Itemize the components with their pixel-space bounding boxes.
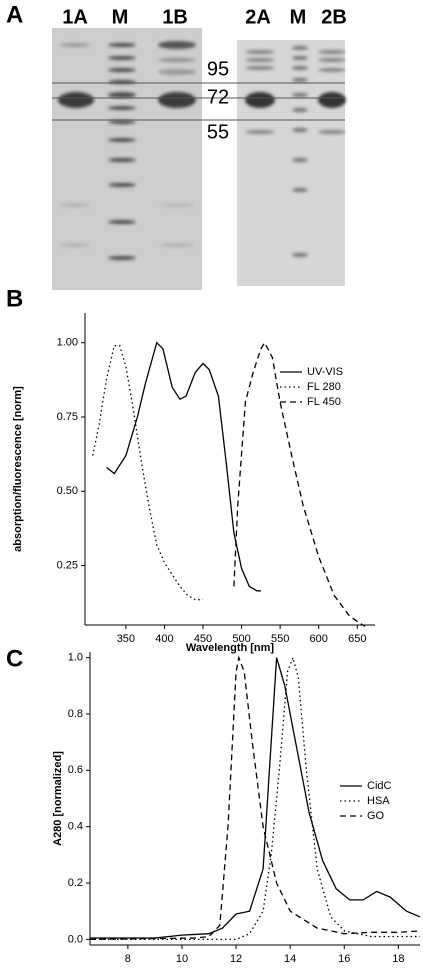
panel-letter: A [6, 1, 23, 28]
gel-band [292, 128, 308, 132]
gel-band [318, 68, 346, 72]
gel-band [60, 243, 90, 247]
gel-band [292, 108, 308, 112]
lane-label: M [112, 6, 129, 28]
y-tick-label: 0.50 [57, 485, 78, 497]
x-tick-label: 12 [230, 953, 242, 965]
y-tick-label: 0.2 [68, 877, 83, 889]
gel-band [292, 46, 308, 50]
x-tick-label: 18 [392, 953, 404, 965]
y-tick-label: 1.0 [68, 652, 83, 664]
gel-band [108, 158, 136, 162]
gel-band [108, 92, 136, 98]
data-line [89, 655, 421, 941]
data-line [92, 345, 203, 601]
gel-band [292, 78, 308, 82]
gel-band [158, 92, 196, 108]
gel-band [318, 92, 346, 108]
y-tick-label: 0.6 [68, 764, 83, 776]
x-tick-label: 500 [232, 633, 250, 645]
gel-band [108, 56, 136, 60]
gel-band [108, 256, 136, 260]
lane-label: 2A [245, 6, 271, 28]
gel-band [60, 203, 90, 207]
legend-label: CidC [367, 780, 392, 792]
x-axis-label: Wavelength [nm] [186, 642, 275, 654]
lane-label: 2B [321, 6, 347, 28]
x-tick-label: 600 [310, 633, 328, 645]
y-axis-label: A280 [normalized] [52, 751, 64, 846]
gel-band [292, 253, 308, 257]
gel-band [108, 183, 136, 187]
marker-label: 95 [207, 58, 229, 80]
lane-label: 1B [162, 6, 188, 28]
gel-band [318, 58, 346, 62]
x-tick-label: 450 [194, 633, 212, 645]
legend-label: UV-VIS [307, 366, 343, 378]
gel-band [160, 243, 194, 247]
gel-band [108, 138, 136, 142]
gel-band [292, 93, 308, 97]
y-tick-label: 0.0 [68, 933, 83, 945]
gel-band [158, 69, 196, 75]
y-tick-label: 0.4 [68, 821, 83, 833]
gel-band [292, 66, 308, 70]
marker-label: 72 [207, 86, 229, 108]
x-tick-label: 14 [284, 953, 296, 965]
gel-band [245, 66, 275, 70]
gel-band [158, 41, 196, 49]
legend-label: FL 280 [307, 381, 341, 393]
data-line [233, 341, 366, 628]
gel-band [108, 68, 136, 72]
x-tick-label: 350 [117, 633, 135, 645]
gel-band [245, 130, 275, 134]
y-tick-label: 0.75 [57, 411, 78, 423]
y-tick-label: 1.00 [57, 337, 78, 349]
lane-label: 1A [62, 6, 88, 28]
gel-band [292, 56, 308, 60]
x-tick-label: 650 [348, 633, 366, 645]
gel-2 [237, 40, 345, 286]
data-line [106, 341, 261, 592]
panel-letter: C [6, 645, 23, 672]
gel-band [245, 92, 275, 108]
gel-panel [52, 28, 346, 290]
lane-label: M [290, 6, 307, 28]
gel-band [60, 43, 90, 47]
x-tick-label: 10 [176, 953, 188, 965]
gel-band [108, 43, 136, 47]
gel-band [292, 158, 308, 162]
y-tick-label: 0.8 [68, 708, 83, 720]
legend-label: FL 450 [307, 396, 341, 408]
gel-band [58, 92, 94, 108]
gel-band [318, 50, 346, 54]
x-tick-label: 16 [338, 953, 350, 965]
legend-label: HSA [367, 795, 390, 807]
x-tick-label: 550 [271, 633, 289, 645]
gel-band [108, 220, 136, 224]
gel-band [318, 130, 346, 134]
gel-band [245, 58, 275, 62]
y-tick-label: 0.25 [57, 559, 78, 571]
panel-letter: B [6, 285, 23, 312]
legend-label: GO [367, 810, 385, 822]
gel-band [158, 58, 196, 62]
y-axis-label: absorption/fluorescence [norm] [12, 386, 24, 552]
x-tick-label: 8 [125, 953, 131, 965]
gel-band [160, 203, 194, 207]
gel-band [108, 120, 136, 124]
x-tick-label: 400 [155, 633, 173, 645]
gel-band [292, 188, 308, 192]
marker-label: 55 [207, 121, 229, 143]
gel-band [245, 50, 275, 54]
gel-band [108, 106, 136, 110]
